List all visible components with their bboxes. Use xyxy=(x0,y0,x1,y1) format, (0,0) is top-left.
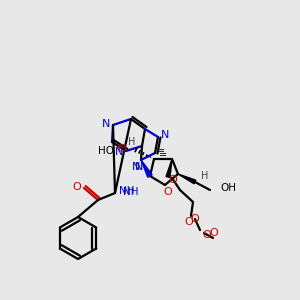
Text: =: = xyxy=(157,146,165,156)
Text: O: O xyxy=(169,175,177,185)
Text: OH: OH xyxy=(220,183,236,193)
Text: O: O xyxy=(210,228,218,238)
Text: N: N xyxy=(115,147,123,157)
Text: O: O xyxy=(190,214,200,224)
Text: NH: NH xyxy=(123,187,139,197)
Text: H: H xyxy=(128,137,136,147)
Text: N: N xyxy=(135,162,143,172)
Text: N: N xyxy=(102,119,110,129)
Text: =: = xyxy=(159,150,167,160)
Text: O: O xyxy=(118,144,126,154)
Text: HO: HO xyxy=(98,146,114,156)
Polygon shape xyxy=(166,159,172,177)
Text: O: O xyxy=(73,182,81,192)
Text: H: H xyxy=(201,171,209,181)
Text: O: O xyxy=(184,217,194,227)
Text: O: O xyxy=(164,187,172,197)
Polygon shape xyxy=(178,174,196,184)
Text: N: N xyxy=(161,130,169,140)
Text: NH: NH xyxy=(119,186,134,196)
Text: N: N xyxy=(132,162,140,172)
Text: O: O xyxy=(202,230,211,240)
Polygon shape xyxy=(141,160,152,177)
